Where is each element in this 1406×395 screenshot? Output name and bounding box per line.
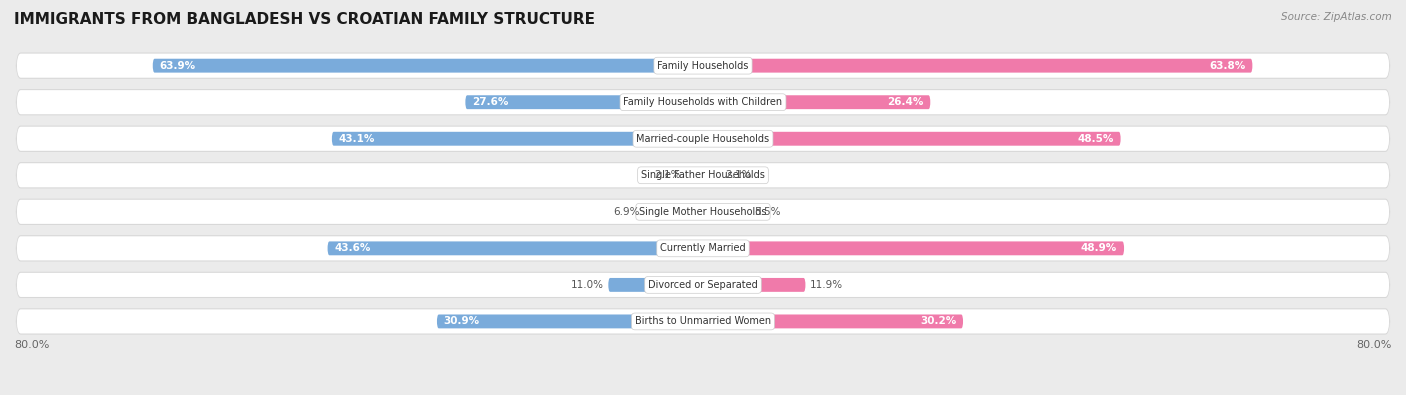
FancyBboxPatch shape	[17, 309, 1389, 333]
FancyBboxPatch shape	[15, 199, 1391, 225]
Text: 63.9%: 63.9%	[160, 61, 195, 71]
FancyBboxPatch shape	[703, 132, 1121, 146]
FancyBboxPatch shape	[17, 273, 1389, 297]
Text: 27.6%: 27.6%	[472, 97, 509, 107]
FancyBboxPatch shape	[328, 241, 703, 255]
Text: 43.1%: 43.1%	[339, 134, 375, 144]
FancyBboxPatch shape	[17, 54, 1389, 78]
FancyBboxPatch shape	[609, 278, 703, 292]
Text: 80.0%: 80.0%	[1357, 340, 1392, 350]
Text: Family Households: Family Households	[658, 61, 748, 71]
Text: 26.4%: 26.4%	[887, 97, 924, 107]
Text: Single Mother Households: Single Mother Households	[640, 207, 766, 217]
Text: Divorced or Separated: Divorced or Separated	[648, 280, 758, 290]
FancyBboxPatch shape	[703, 241, 1125, 255]
FancyBboxPatch shape	[17, 90, 1389, 114]
FancyBboxPatch shape	[703, 59, 1253, 73]
FancyBboxPatch shape	[437, 314, 703, 328]
FancyBboxPatch shape	[17, 236, 1389, 260]
FancyBboxPatch shape	[17, 127, 1389, 151]
Text: 43.6%: 43.6%	[335, 243, 371, 253]
Text: 48.5%: 48.5%	[1077, 134, 1114, 144]
FancyBboxPatch shape	[15, 53, 1391, 79]
FancyBboxPatch shape	[17, 200, 1389, 224]
Text: Married-couple Households: Married-couple Households	[637, 134, 769, 144]
Text: 48.9%: 48.9%	[1081, 243, 1118, 253]
Text: Births to Unmarried Women: Births to Unmarried Women	[636, 316, 770, 326]
Text: 63.8%: 63.8%	[1209, 61, 1246, 71]
Text: 30.2%: 30.2%	[920, 316, 956, 326]
FancyBboxPatch shape	[685, 168, 703, 182]
FancyBboxPatch shape	[703, 314, 963, 328]
Legend: Immigrants from Bangladesh, Croatian: Immigrants from Bangladesh, Croatian	[551, 393, 855, 395]
Text: Source: ZipAtlas.com: Source: ZipAtlas.com	[1281, 12, 1392, 22]
Text: 6.9%: 6.9%	[613, 207, 640, 217]
FancyBboxPatch shape	[332, 132, 703, 146]
Text: 2.1%: 2.1%	[725, 170, 752, 180]
Text: 2.1%: 2.1%	[654, 170, 681, 180]
Text: Family Households with Children: Family Households with Children	[623, 97, 783, 107]
FancyBboxPatch shape	[17, 163, 1389, 187]
FancyBboxPatch shape	[153, 59, 703, 73]
FancyBboxPatch shape	[15, 235, 1391, 261]
Text: 80.0%: 80.0%	[14, 340, 49, 350]
FancyBboxPatch shape	[15, 89, 1391, 115]
Text: IMMIGRANTS FROM BANGLADESH VS CROATIAN FAMILY STRUCTURE: IMMIGRANTS FROM BANGLADESH VS CROATIAN F…	[14, 12, 595, 27]
Text: 11.0%: 11.0%	[571, 280, 605, 290]
FancyBboxPatch shape	[15, 308, 1391, 335]
FancyBboxPatch shape	[703, 95, 931, 109]
FancyBboxPatch shape	[644, 205, 703, 219]
FancyBboxPatch shape	[15, 126, 1391, 152]
FancyBboxPatch shape	[703, 168, 721, 182]
FancyBboxPatch shape	[15, 162, 1391, 188]
Text: Currently Married: Currently Married	[661, 243, 745, 253]
FancyBboxPatch shape	[15, 272, 1391, 298]
Text: 30.9%: 30.9%	[444, 316, 479, 326]
Text: 5.5%: 5.5%	[755, 207, 782, 217]
FancyBboxPatch shape	[465, 95, 703, 109]
Text: Single Father Households: Single Father Households	[641, 170, 765, 180]
FancyBboxPatch shape	[703, 205, 751, 219]
FancyBboxPatch shape	[703, 278, 806, 292]
Text: 11.9%: 11.9%	[810, 280, 844, 290]
